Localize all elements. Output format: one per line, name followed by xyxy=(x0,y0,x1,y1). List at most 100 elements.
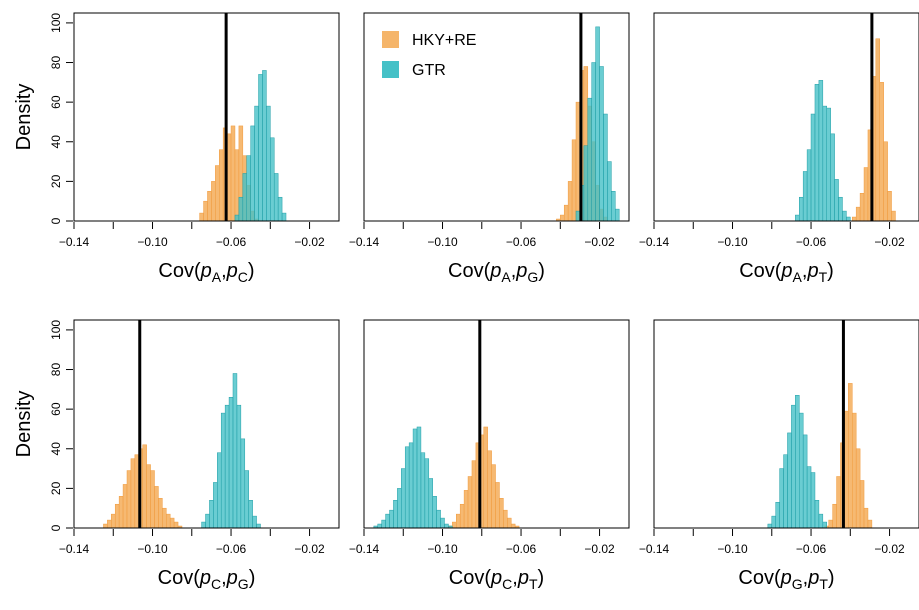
gtr-bar xyxy=(842,210,847,222)
y-tick-label: 20 xyxy=(49,174,63,188)
gtr-bar xyxy=(213,482,218,529)
x-tick-label: −0.06 xyxy=(506,542,537,556)
hky-re-bar xyxy=(166,513,171,529)
x-tick-label: −0.14 xyxy=(349,235,380,249)
gtr-bar xyxy=(779,468,784,529)
panel-frame xyxy=(73,12,340,222)
hky-re-bar xyxy=(154,486,159,529)
hky-re-bar xyxy=(567,181,573,222)
panel-2: −0.14 −0.10 −0.06 −0.02 Cov(pA,pG) HKY+RE GTR xyxy=(349,12,630,285)
gtr-bar xyxy=(236,404,242,529)
gtr-bar xyxy=(783,454,788,529)
x-tick-label: −0.06 xyxy=(506,235,537,249)
gtr-bar xyxy=(787,432,792,529)
y-axis: 0 20 40 60 80 100 xyxy=(49,13,73,224)
hky-re-bar xyxy=(467,476,473,529)
hky-re-bar xyxy=(491,464,496,529)
gtr-bar xyxy=(412,428,418,529)
x-tick-label: −0.10 xyxy=(427,235,458,249)
x-axis-title: Cov(pC,pG) xyxy=(158,567,256,592)
gtr-bar xyxy=(440,517,445,529)
gtr-bar xyxy=(389,509,394,529)
gtr-bar xyxy=(228,397,234,529)
hky-re-bar xyxy=(832,503,837,529)
gtr-bar xyxy=(822,521,827,529)
gtr-bar xyxy=(771,515,776,529)
y-tick-label: 80 xyxy=(49,363,63,377)
gtr-bar xyxy=(416,426,422,529)
x-tick-label: −0.06 xyxy=(796,235,827,249)
hky-re-series xyxy=(824,383,873,529)
gtr-bar xyxy=(795,395,800,529)
gtr-bar xyxy=(220,412,226,529)
gtr-bar xyxy=(250,125,255,222)
x-axis-title: Cov(pA,pG) xyxy=(448,260,545,285)
gtr-bar xyxy=(404,446,410,529)
hky-re-bar xyxy=(487,450,492,529)
gtr-bar xyxy=(603,113,608,222)
gtr-bar xyxy=(246,155,251,222)
legend-label: HKY+RE xyxy=(412,32,476,49)
y-tick-label: 20 xyxy=(49,481,63,495)
hky-re-bar xyxy=(495,482,500,529)
gtr-bar xyxy=(401,468,406,529)
hky-re-bar xyxy=(114,503,120,529)
gtr-bar xyxy=(428,478,433,529)
x-axis-title: Cov(pA,pT) xyxy=(739,260,834,285)
gtr-bar xyxy=(234,214,240,222)
panel-1: −0.14 −0.10 −0.06 −0.02 Cov(pA,pC) 0 20 40 60 80 1… xyxy=(13,12,340,285)
x-axis: −0.14 −0.10 −0.06 −0.02 xyxy=(349,222,615,249)
gtr-bar xyxy=(209,500,214,529)
gtr-bar xyxy=(381,519,386,529)
hky-re-bar xyxy=(855,448,861,529)
gtr-bar xyxy=(436,509,441,529)
hky-re-bar xyxy=(563,204,569,222)
gtr-bar xyxy=(595,26,600,222)
x-axis: −0.14 −0.10 −0.06 −0.02 xyxy=(59,529,325,556)
hky-re-bar xyxy=(471,460,477,529)
hky-re-bar xyxy=(575,101,581,222)
hky-re-bar xyxy=(867,519,873,529)
hky-re-bar xyxy=(887,191,892,222)
hky-re-bar xyxy=(134,454,140,529)
hky-re-bar xyxy=(122,484,128,529)
hky-re-bar xyxy=(836,476,841,529)
y-axis-title: Density xyxy=(13,84,35,151)
legend-label: GTR xyxy=(412,62,446,79)
hky-re-bar xyxy=(879,82,884,222)
gtr-bar xyxy=(791,404,796,529)
hky-re-bar xyxy=(234,149,240,222)
gtr-bar xyxy=(767,523,773,529)
gtr-bar xyxy=(256,523,261,529)
hky-re-bar xyxy=(452,521,457,529)
hky-re-bar xyxy=(503,509,508,529)
hky-re-bar xyxy=(169,517,175,529)
hky-re-bar xyxy=(507,517,512,529)
hky-re-legend-swatch xyxy=(382,31,399,48)
hky-re-bar xyxy=(844,410,849,529)
hky-re-bar xyxy=(848,383,853,529)
x-tick-label: −0.06 xyxy=(796,542,827,556)
gtr-bar xyxy=(252,515,257,529)
gtr-bar xyxy=(591,62,596,222)
x-axis: −0.14 −0.10 −0.06 −0.02 xyxy=(59,222,325,249)
hky-re-bar xyxy=(456,513,461,529)
y-axis: 0 20 40 60 80 100 xyxy=(49,320,73,531)
gtr-bar xyxy=(830,133,835,222)
gtr-bar xyxy=(826,107,831,222)
gtr-bar xyxy=(273,173,279,222)
panel-5: −0.14 −0.10 −0.06 −0.02 Cov(pC,pT) xyxy=(349,319,630,592)
gtr-bar xyxy=(266,105,271,222)
x-axis-title: Cov(pG,pT) xyxy=(738,567,834,592)
y-tick-label: 0 xyxy=(49,524,63,531)
gtr-bar xyxy=(814,500,820,529)
x-tick-label: −0.02 xyxy=(294,542,325,556)
gtr-bar xyxy=(262,70,267,222)
gtr-bar xyxy=(818,80,824,222)
legend: HKY+RE GTR xyxy=(382,31,476,79)
gtr-bar xyxy=(277,196,283,222)
gtr-bar xyxy=(587,97,592,222)
hky-re-bar xyxy=(230,125,236,222)
gtr-bar xyxy=(238,196,244,222)
gtr-bar xyxy=(838,196,843,222)
